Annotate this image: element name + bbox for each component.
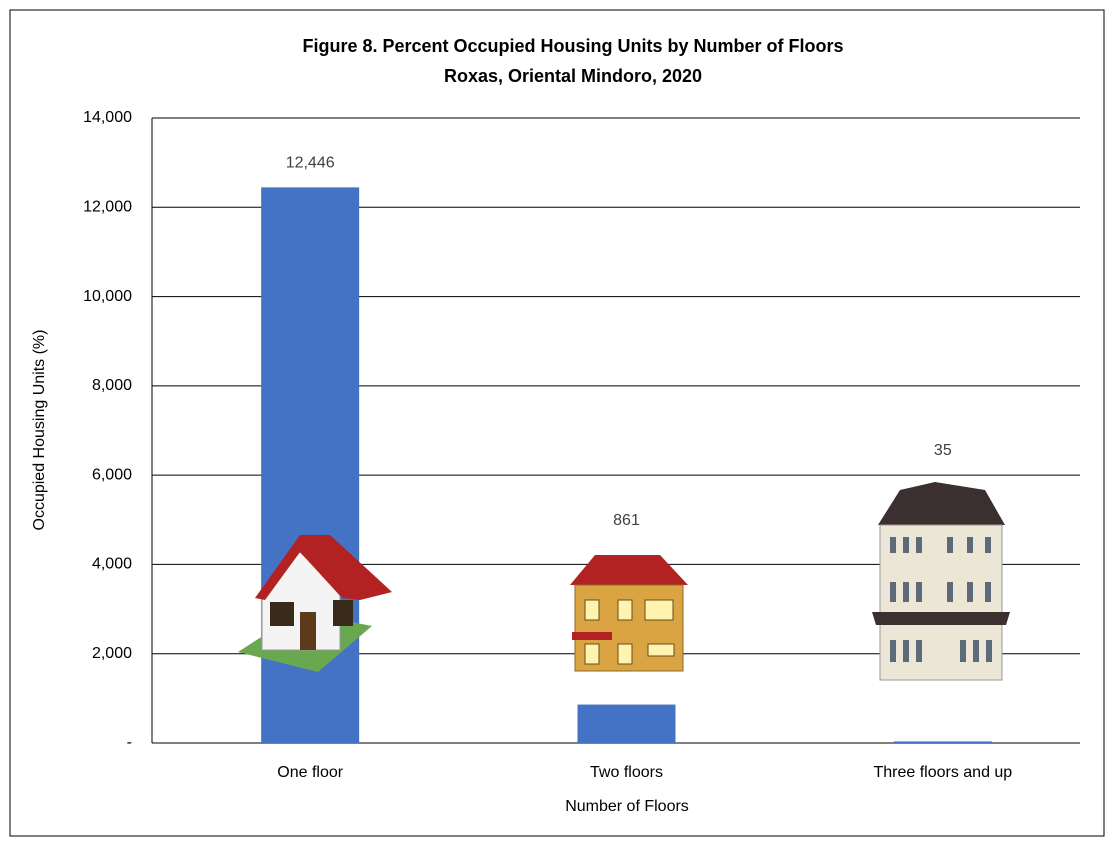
house-icon [570, 555, 688, 672]
x-tick-label: Two floors [590, 764, 663, 781]
y-tick-label: 12,000 [83, 199, 132, 216]
building-icon [872, 482, 1010, 681]
bar [893, 741, 992, 743]
x-tick-label: Three floors and up [873, 764, 1012, 781]
y-tick-label: 8,000 [92, 377, 132, 394]
y-tick-label: 2,000 [92, 645, 132, 662]
chart-border [9, 9, 1105, 837]
y-tick-label: 6,000 [92, 466, 132, 483]
y-tick-label: 4,000 [92, 556, 132, 573]
y-axis-title: Occupied Housing Units (%) [31, 330, 48, 531]
icons [238, 482, 1010, 681]
y-tick-label: - [127, 734, 132, 751]
data-label: 35 [934, 442, 952, 459]
chart-title: Figure 8. Percent Occupied Housing Units… [302, 36, 843, 56]
y-tick-label: 10,000 [83, 288, 132, 305]
data-label: 12,446 [286, 155, 335, 172]
y-tick-label: 14,000 [83, 109, 132, 126]
house-icon [238, 535, 392, 672]
x-axis-title: Number of Floors [565, 798, 689, 815]
bar [577, 704, 676, 743]
data-label: 861 [613, 512, 640, 529]
chart-subtitle: Roxas, Oriental Mindoro, 2020 [444, 66, 702, 86]
x-tick-label: One floor [277, 764, 343, 781]
